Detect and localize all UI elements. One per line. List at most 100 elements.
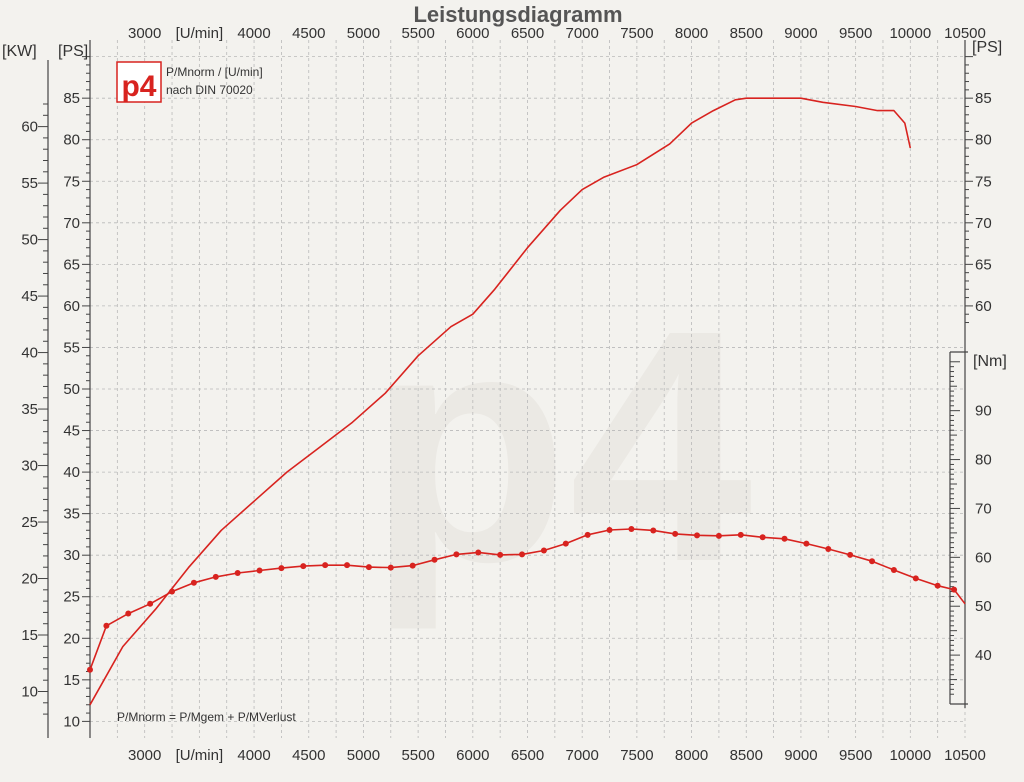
ps-tick-label: 10	[63, 713, 80, 730]
x-tick-label-top: 10500	[944, 25, 986, 42]
torque-point	[300, 563, 307, 570]
torque-point	[825, 546, 832, 553]
x-tick-label-bottom: 5500	[401, 747, 434, 764]
torque-point	[737, 531, 744, 538]
kw-tick-label: 45	[21, 288, 38, 305]
x-tick-label-top: 4000	[237, 25, 270, 42]
ps-tick-label: 50	[63, 381, 80, 398]
nm-tick-label: 60	[975, 549, 992, 566]
nm-tick-label: 50	[975, 598, 992, 615]
kw-tick-label: 50	[21, 232, 38, 249]
x-tick-label-top: 9000	[784, 25, 817, 42]
kw-tick-label: 55	[21, 175, 38, 192]
kw-tick-label: 10	[21, 683, 38, 700]
x-tick-label-bottom: 4000	[237, 747, 270, 764]
kw-axis-unit: [KW]	[2, 43, 37, 60]
x-tick-label-bottom: 3000	[128, 747, 161, 764]
ps-tick-label: 35	[63, 506, 80, 523]
chart-title: Leistungsdiagramm	[413, 2, 622, 27]
kw-tick-label: 30	[21, 458, 38, 475]
torque-point	[912, 575, 919, 582]
watermark-text: p4	[367, 261, 754, 632]
torque-point	[497, 551, 504, 558]
x-tick-label-bottom: 10500	[944, 747, 986, 764]
torque-point	[344, 562, 351, 569]
x-tick-label-bottom: 9500	[839, 747, 872, 764]
curves	[87, 97, 966, 706]
x-tick-label-top: 6500	[511, 25, 544, 42]
torque-point	[453, 551, 460, 558]
ps-right-tick-label: 70	[975, 215, 992, 232]
torque-point	[606, 526, 613, 533]
torque-point	[234, 569, 241, 576]
ps-right-tick-label: 65	[975, 256, 992, 273]
ps-right-tick-label: 60	[975, 298, 992, 315]
torque-point	[190, 579, 197, 586]
x-tick-label-top: [U/min]	[176, 25, 224, 42]
ps-right-tick-label: 85	[975, 90, 992, 107]
legend-line-1: P/Mnorm / [U/min]	[166, 65, 263, 79]
torque-point	[322, 562, 329, 569]
torque-point	[540, 547, 547, 554]
torque-point	[562, 540, 569, 547]
torque-point	[650, 527, 657, 534]
ps-tick-label: 20	[63, 630, 80, 647]
nm-tick-label: 70	[975, 500, 992, 517]
logo-frame	[116, 61, 162, 103]
x-tick-label-bottom: 6000	[456, 747, 489, 764]
torque-point	[256, 567, 263, 574]
axes: 3000 3000 [U/min] [U/min] 4000 4000 4500 4500 50…	[21, 25, 991, 764]
torque-point	[890, 567, 897, 574]
torque-point	[212, 573, 219, 580]
x-tick-label-bottom: 7000	[566, 747, 599, 764]
torque-point	[694, 532, 701, 539]
x-tick-label-top: 6000	[456, 25, 489, 42]
x-tick-label-top: 8000	[675, 25, 708, 42]
x-tick-label-top: 5500	[401, 25, 434, 42]
x-tick-label-top: 8500	[730, 25, 763, 42]
ps-tick-label: 45	[63, 423, 80, 440]
x-tick-label-bottom: 10000	[889, 747, 931, 764]
formula-text: P/Mnorm = P/Mgem + P/MVerlust	[117, 710, 296, 724]
torque-point	[409, 562, 416, 569]
torque-point	[803, 540, 810, 547]
torque-point	[759, 534, 766, 541]
x-tick-label-top: 7000	[566, 25, 599, 42]
torque-point	[278, 565, 285, 572]
torque-point	[103, 622, 110, 629]
x-tick-label-top: 9500	[839, 25, 872, 42]
torque-point	[125, 610, 132, 617]
torque-point	[781, 535, 788, 542]
torque-point	[519, 551, 526, 558]
torque-point	[628, 525, 635, 532]
torque-point	[951, 586, 958, 593]
x-tick-label-bottom: 8500	[730, 747, 763, 764]
kw-tick-label: 15	[21, 627, 38, 644]
kw-tick-label: 35	[21, 401, 38, 418]
x-tick-label-bottom: 5000	[347, 747, 380, 764]
torque-curve	[89, 528, 966, 671]
x-tick-label-bottom: [U/min]	[176, 747, 224, 764]
ps-tick-label: 85	[63, 90, 80, 107]
ps-tick-label: 65	[63, 256, 80, 273]
ps-tick-label: 60	[63, 298, 80, 315]
ps-right-tick-label: 75	[975, 173, 992, 190]
torque-point	[387, 564, 394, 571]
ps-tick-label: 30	[63, 547, 80, 564]
nm-tick-label: 80	[975, 452, 992, 469]
torque-point	[584, 531, 591, 538]
ps-tick-label: 55	[63, 339, 80, 356]
torque-point	[169, 588, 176, 595]
torque-point	[934, 582, 941, 589]
x-tick-label-top: 3000	[128, 25, 161, 42]
torque-point	[87, 666, 93, 673]
ps-tick-label: 25	[63, 589, 80, 606]
ps-tick-label: 80	[63, 132, 80, 149]
ps-right-tick-label: 80	[975, 132, 992, 149]
x-tick-label-bottom: 4500	[292, 747, 325, 764]
torque-point	[715, 532, 722, 539]
ps-axis-unit: [PS]	[58, 43, 88, 60]
